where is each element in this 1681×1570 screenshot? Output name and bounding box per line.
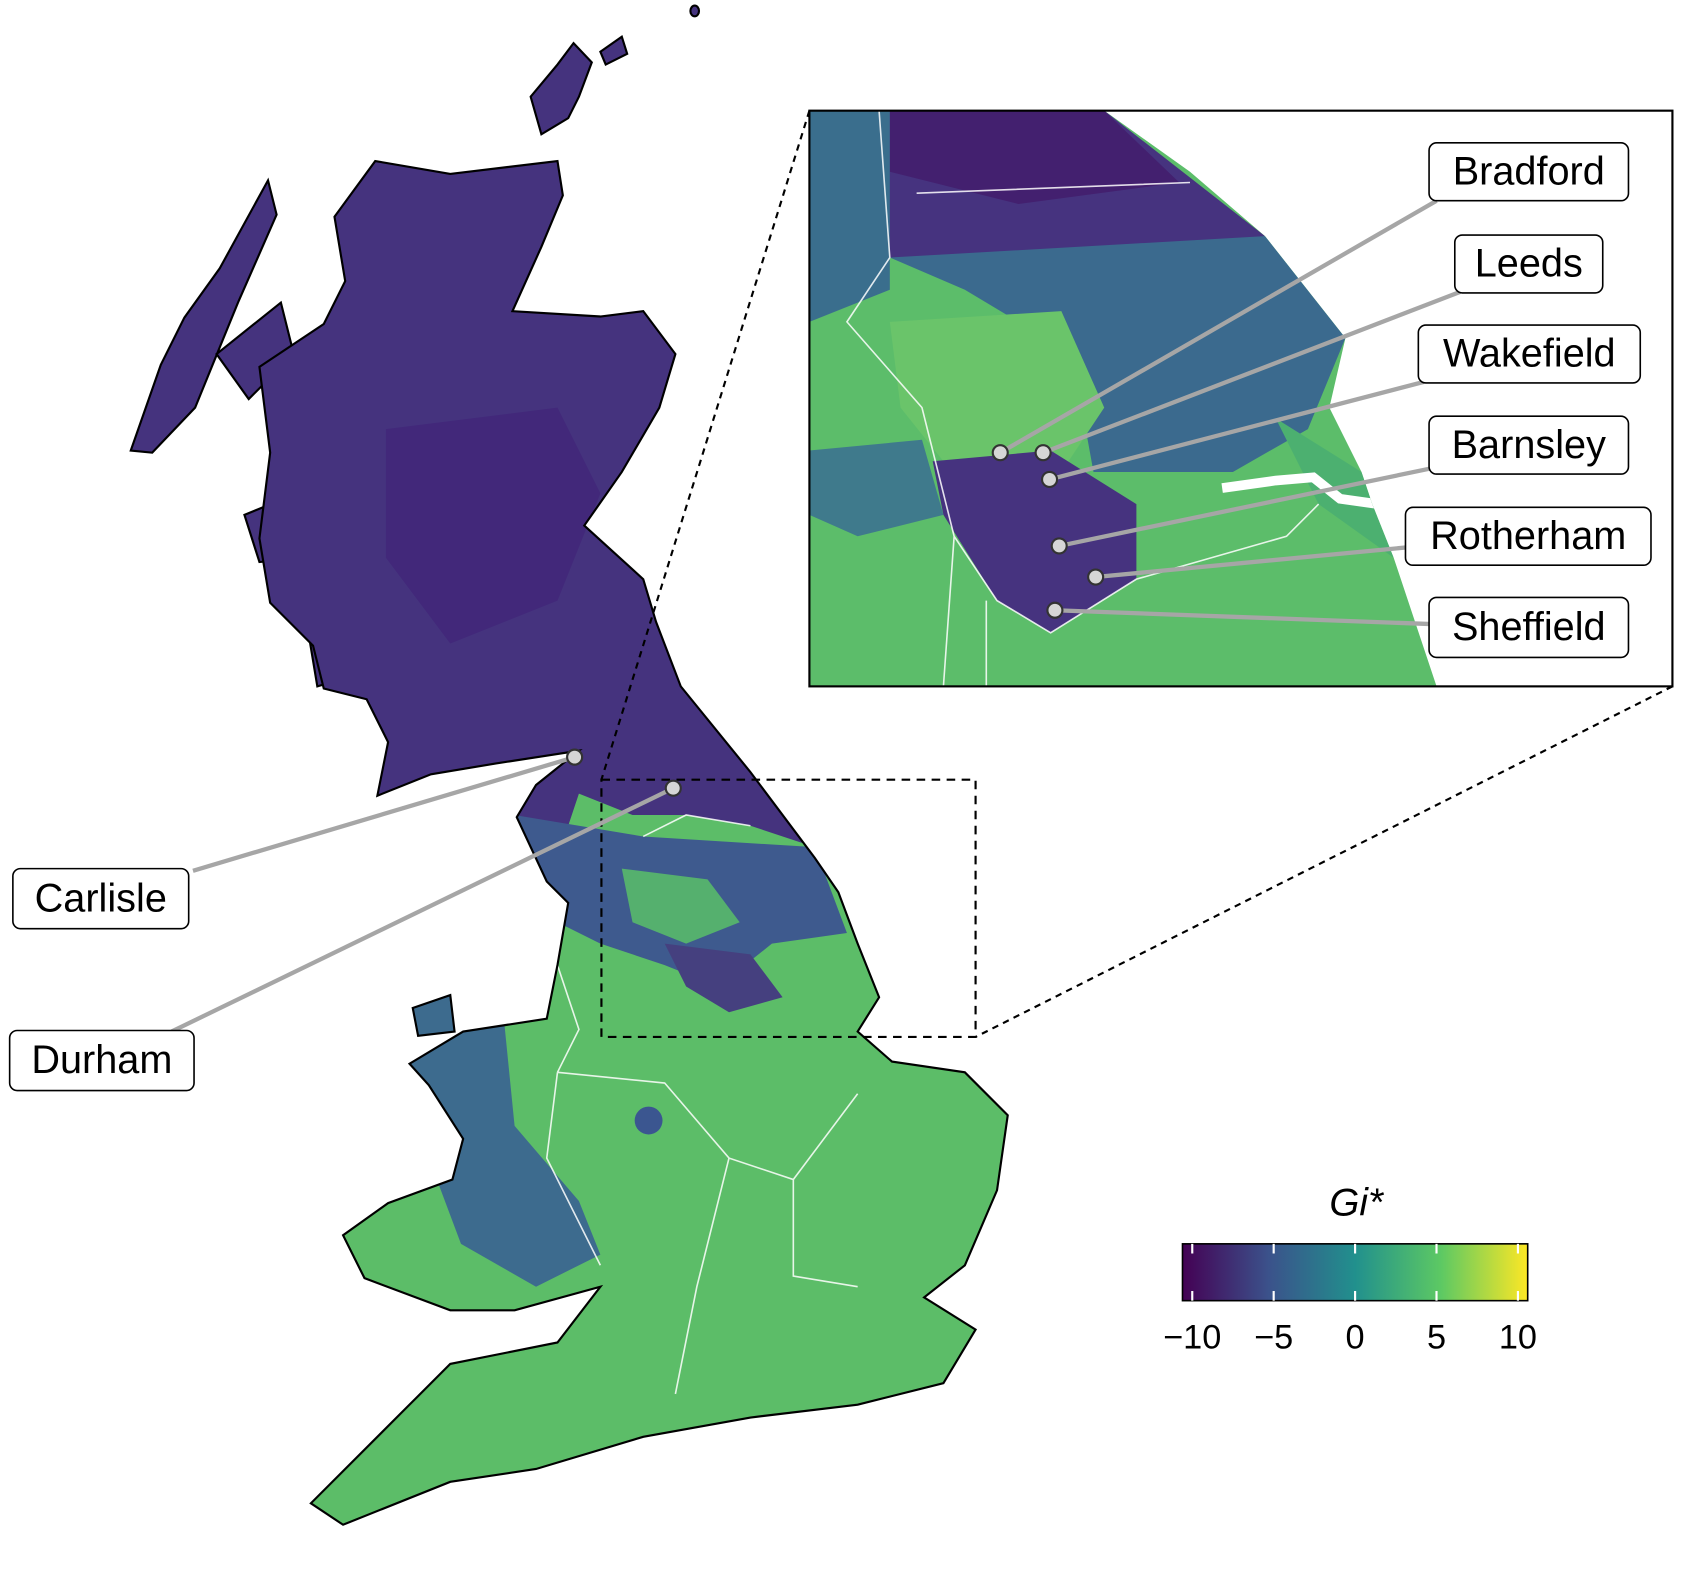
zoom-connector: [600, 110, 811, 780]
legend: Gi* −10 −5 0 5 10: [1163, 1181, 1537, 1356]
city-label: Rotherham: [1430, 514, 1626, 558]
label-box: [1404, 506, 1652, 567]
leader-line: [1049, 379, 1425, 482]
coastline: [258, 159, 1009, 1526]
labels: Carlisle Durham Bradford Leeds Wakefield Barn…: [8, 142, 1652, 1092]
city-label: Durham: [31, 1038, 172, 1082]
label-box: [1417, 324, 1642, 384]
city-label: Carlisle: [35, 876, 167, 920]
leader-line: [999, 198, 1438, 455]
leader-line: [170, 786, 675, 1034]
islands-south: [411, 993, 456, 1038]
city-point: [1087, 568, 1105, 586]
tick-label: 5: [1427, 1318, 1446, 1356]
zoom-box: [600, 778, 977, 1039]
leader-line: [192, 755, 576, 873]
label-box: [1428, 415, 1630, 475]
label-box: [8, 1029, 195, 1092]
label-box: [1453, 234, 1604, 294]
city-point: [1050, 537, 1068, 555]
tick-label: −10: [1163, 1318, 1221, 1356]
tick-label: 10: [1499, 1318, 1537, 1356]
city-point: [664, 779, 682, 797]
city-label: Bradford: [1453, 149, 1605, 193]
label-box: [1428, 142, 1630, 202]
city-label: Barnsley: [1452, 423, 1606, 467]
city-point: [1040, 470, 1059, 489]
label-box: [1428, 596, 1630, 659]
city-label: Wakefield: [1443, 332, 1616, 376]
leader-line: [1058, 465, 1435, 549]
city-label: Leeds: [1475, 242, 1583, 286]
leader-line: [1054, 608, 1435, 627]
city-label: Sheffield: [1452, 605, 1606, 649]
city-point: [1046, 601, 1064, 619]
leader-line: [1095, 544, 1412, 580]
legend-title: Gi*: [1329, 1181, 1385, 1224]
tick-label: 0: [1346, 1318, 1365, 1356]
leader-line: [1042, 289, 1461, 455]
inset: [808, 109, 1674, 688]
zoom-connector: [975, 685, 1673, 1038]
city-point: [991, 444, 1009, 462]
tick-label: −5: [1254, 1318, 1293, 1356]
city-point: [1034, 444, 1052, 462]
label-box: [12, 867, 190, 930]
city-point: [566, 748, 584, 766]
